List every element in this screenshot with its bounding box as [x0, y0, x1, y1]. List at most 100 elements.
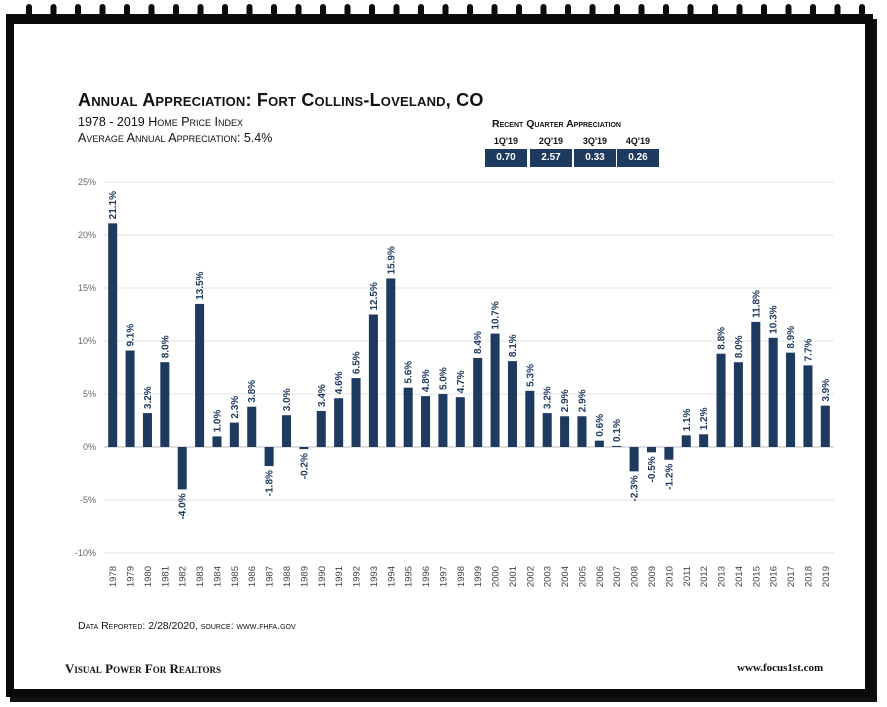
x-tick-label-2008: 2008: [630, 566, 641, 587]
x-tick-label-1999: 1999: [473, 566, 484, 587]
x-tick-label-2014: 2014: [734, 566, 745, 587]
data-label-2006: 0.6%: [595, 414, 606, 437]
x-tick-label-1978: 1978: [108, 566, 119, 587]
quarter-label-4q19: 4Q'19: [625, 136, 651, 146]
bar-1986: [247, 406, 257, 447]
x-tick-label-2010: 2010: [664, 566, 675, 587]
bar-2009: [646, 447, 657, 453]
bar-2011: [681, 435, 691, 447]
bar-2002: [525, 390, 535, 447]
chart-card: [6, 14, 873, 697]
data-label-2015: 11.8%: [751, 290, 762, 318]
data-label-2019: 3.9%: [821, 379, 832, 402]
bar-2007: [612, 445, 622, 447]
data-label-1986: 3.8%: [247, 380, 258, 403]
data-label-1988: 3.0%: [282, 388, 293, 411]
footer-tagline: Visual Power For Realtors: [65, 661, 221, 676]
data-label-1998: 4.7%: [456, 370, 467, 393]
bar-1982: [177, 447, 187, 490]
bar-1990: [316, 410, 326, 447]
data-label-1994: 15.9%: [386, 246, 397, 274]
quarter-value-3q19: 0.33: [574, 149, 616, 167]
bar-2015: [751, 321, 761, 447]
quarter-value-2q19: 2.57: [530, 149, 572, 167]
x-tick-label-1983: 1983: [195, 566, 206, 587]
bar-2012: [699, 434, 709, 447]
data-label-1989: -0.2%: [299, 453, 310, 479]
data-label-2011: 1.1%: [682, 408, 693, 431]
data-label-2003: 3.2%: [543, 386, 554, 409]
data-label-1983: 13.5%: [195, 271, 206, 299]
data-label-1996: 4.8%: [421, 369, 432, 392]
x-tick-label-1994: 1994: [386, 566, 397, 587]
data-label-1990: 3.4%: [317, 384, 328, 407]
data-label-2001: 8.1%: [508, 334, 519, 357]
bar-1998: [455, 397, 465, 447]
x-tick-label-2017: 2017: [786, 566, 797, 587]
x-tick-label-1998: 1998: [456, 566, 467, 587]
bar-1983: [195, 303, 205, 447]
data-label-1997: 5.0%: [438, 367, 449, 390]
bar-2004: [560, 416, 570, 447]
recent-quarter-title: Recent Quarter Appreciation: [492, 118, 621, 130]
bar-2005: [577, 416, 587, 447]
bar-2001: [507, 361, 517, 447]
x-tick-label-2019: 2019: [821, 566, 832, 587]
data-label-1987: -1.8%: [265, 470, 276, 496]
x-tick-label-2001: 2001: [508, 566, 519, 587]
data-label-2017: 8.9%: [786, 326, 797, 349]
subtitle: 1978 - 2019 Home Price Index: [78, 115, 243, 129]
x-tick-label-1989: 1989: [299, 566, 310, 587]
bar-2003: [542, 413, 552, 447]
data-label-1991: 4.6%: [334, 371, 345, 394]
data-label-2005: 2.9%: [577, 389, 588, 412]
bar-1992: [351, 378, 361, 447]
data-label-1993: 12.5%: [369, 282, 380, 310]
y-tick-label: 25%: [78, 177, 96, 187]
data-label-2007: 0.1%: [612, 419, 623, 442]
bar-1997: [438, 394, 448, 447]
footer-website: www.focus1st.com: [737, 662, 824, 674]
page-title: Annual Appreciation: Fort Collins-Lovela…: [78, 90, 484, 110]
bar-1980: [142, 413, 152, 447]
data-label-1981: 8.0%: [160, 335, 171, 358]
x-tick-label-1984: 1984: [212, 566, 223, 587]
bar-1993: [368, 314, 378, 447]
bar-1985: [229, 422, 239, 447]
x-tick-label-2009: 2009: [647, 566, 658, 587]
data-label-2010: -1.2%: [664, 464, 675, 490]
bar-1996: [421, 396, 431, 447]
x-tick-label-1985: 1985: [230, 566, 241, 587]
data-label-2012: 1.2%: [699, 407, 710, 430]
x-tick-label-1993: 1993: [369, 566, 380, 587]
x-tick-label-2011: 2011: [682, 566, 693, 586]
x-tick-label-1997: 1997: [438, 566, 449, 587]
y-tick-label: 5%: [83, 389, 96, 399]
x-tick-label-2015: 2015: [751, 566, 762, 587]
data-label-2018: 7.7%: [803, 338, 814, 361]
bar-2010: [664, 447, 674, 460]
quarter-label-3q19: 3Q'19: [582, 136, 608, 146]
data-label-1978: 21.1%: [108, 191, 119, 219]
bar-2019: [820, 405, 830, 447]
y-tick-label: 0%: [83, 442, 96, 452]
bar-2013: [716, 353, 726, 447]
x-tick-label-2006: 2006: [595, 566, 606, 587]
data-label-1979: 9.1%: [126, 324, 137, 347]
data-label-1980: 3.2%: [143, 386, 154, 409]
y-tick-label: 20%: [78, 230, 96, 240]
x-tick-label-2002: 2002: [525, 566, 536, 587]
data-label-1985: 2.3%: [230, 396, 241, 419]
bar-2017: [786, 352, 796, 447]
data-label-1982: -4.0%: [178, 493, 189, 519]
bar-1979: [125, 350, 135, 447]
bar-2006: [594, 440, 604, 447]
quarter-label-1q19: 1Q'19: [493, 136, 519, 146]
y-tick-label: -5%: [80, 495, 96, 505]
y-tick-label: 15%: [78, 283, 96, 293]
quarter-label-2q19: 2Q'19: [538, 136, 564, 146]
bar-1988: [281, 415, 292, 447]
data-label-2016: 10.3%: [769, 305, 780, 333]
data-label-2013: 8.8%: [717, 327, 728, 350]
y-tick-label: 10%: [78, 336, 96, 346]
